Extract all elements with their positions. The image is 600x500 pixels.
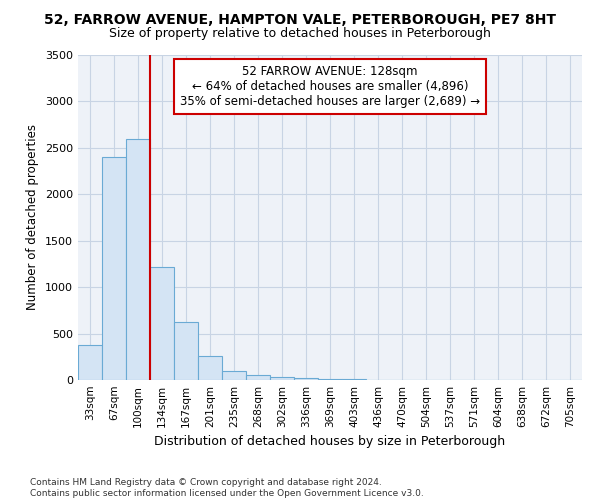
Bar [294,378,318,380]
Text: Contains HM Land Registry data © Crown copyright and database right 2024.
Contai: Contains HM Land Registry data © Crown c… [30,478,424,498]
Bar [246,376,270,380]
Bar [126,138,150,380]
X-axis label: Distribution of detached houses by size in Peterborough: Distribution of detached houses by size … [154,436,506,448]
Bar [222,370,246,380]
Text: Size of property relative to detached houses in Peterborough: Size of property relative to detached ho… [109,28,491,40]
Bar [318,378,342,380]
Bar [198,356,222,380]
Bar [174,322,198,380]
Text: 52 FARROW AVENUE: 128sqm
← 64% of detached houses are smaller (4,896)
35% of sem: 52 FARROW AVENUE: 128sqm ← 64% of detach… [180,64,480,108]
Y-axis label: Number of detached properties: Number of detached properties [26,124,40,310]
Bar [78,344,102,380]
Bar [102,157,126,380]
Bar [150,266,174,380]
Text: 52, FARROW AVENUE, HAMPTON VALE, PETERBOROUGH, PE7 8HT: 52, FARROW AVENUE, HAMPTON VALE, PETERBO… [44,12,556,26]
Bar [270,377,294,380]
